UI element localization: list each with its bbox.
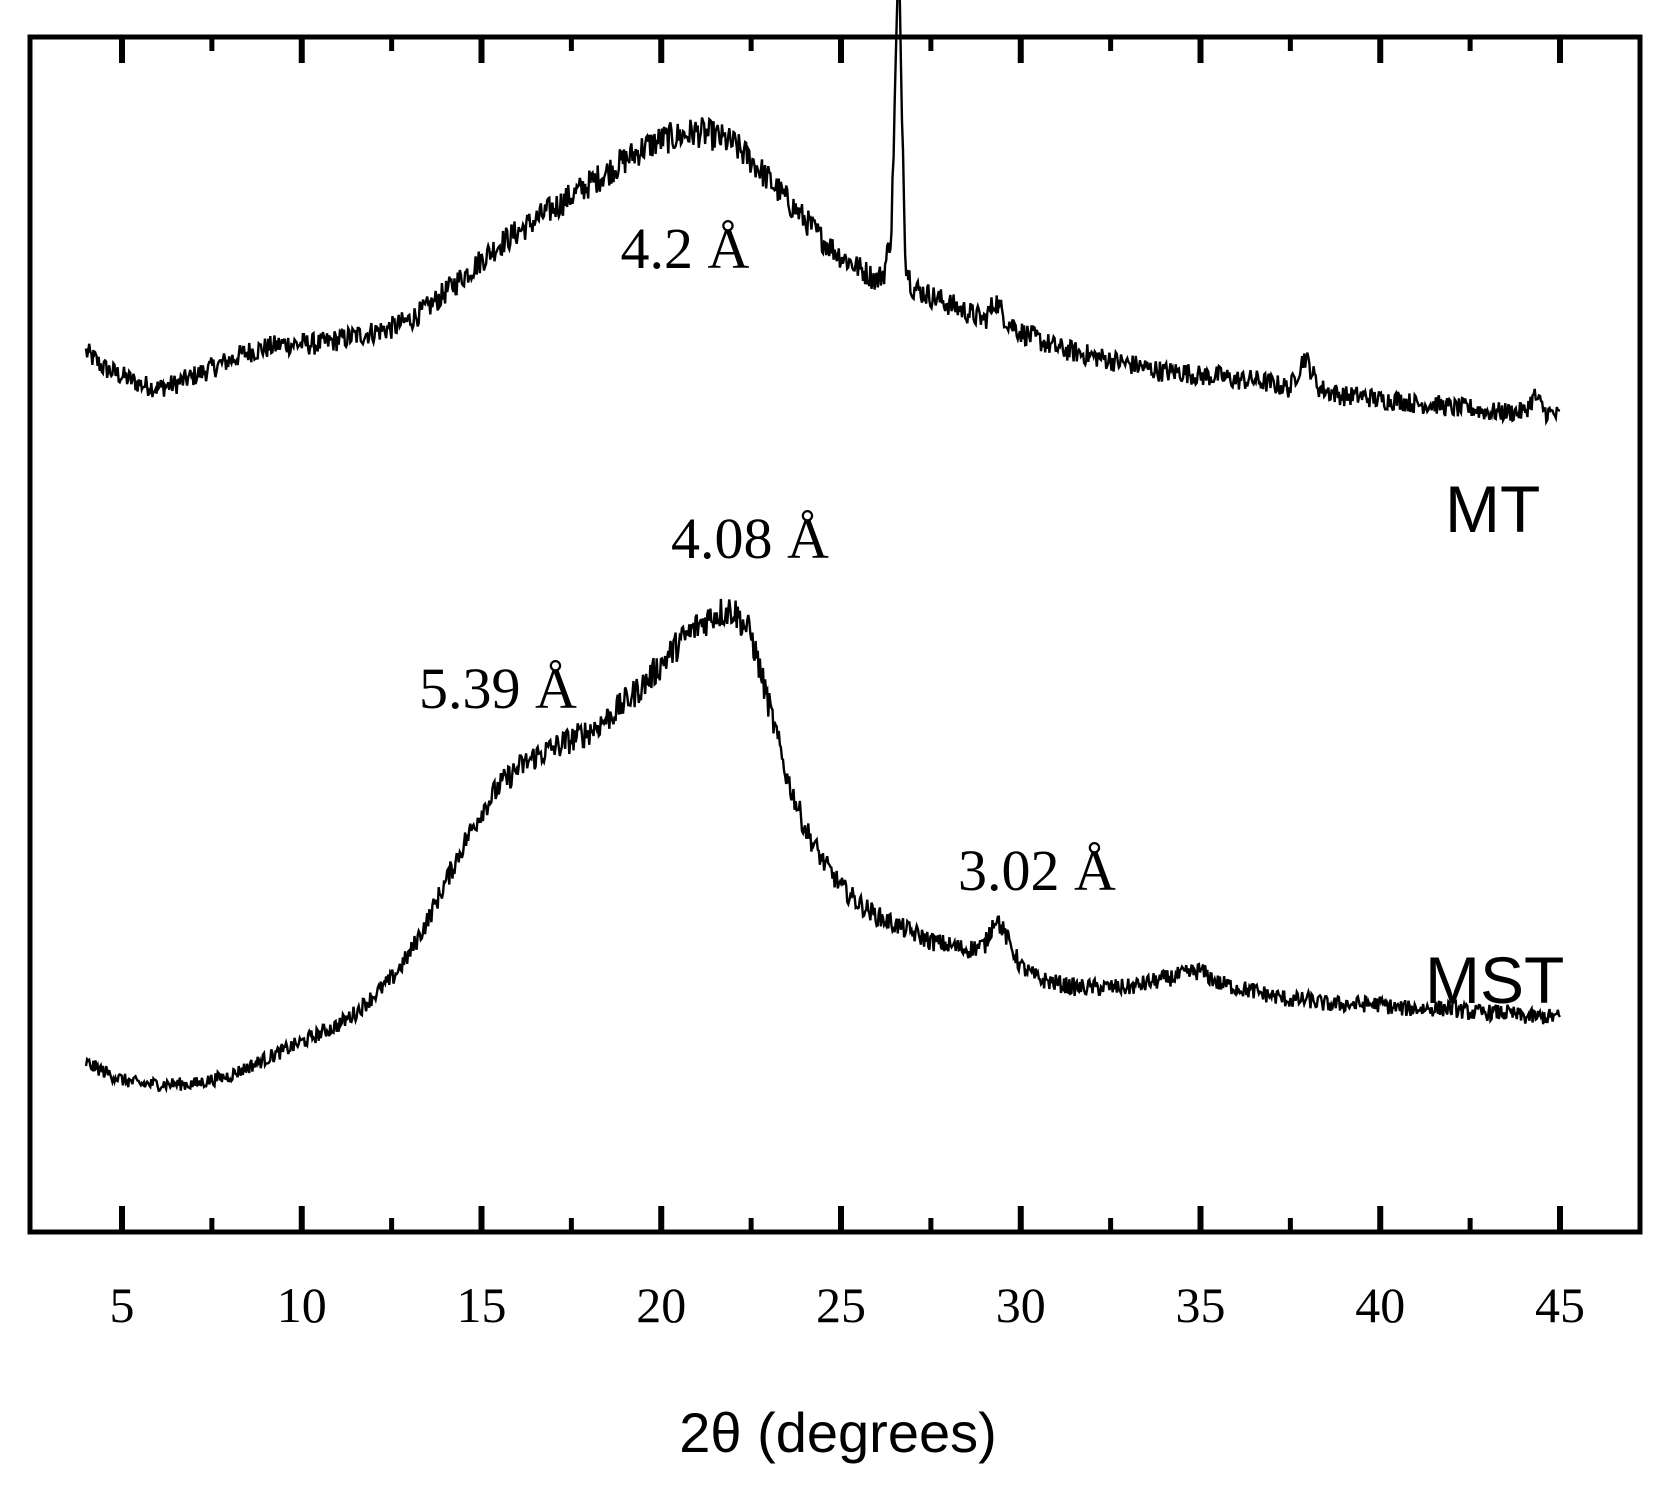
plot-frame: [27, 34, 1643, 1235]
x-tick-label: 5: [110, 1277, 135, 1333]
annotation-mst-4-08: 4.08 Å: [671, 506, 829, 571]
x-tick-label: 15: [457, 1277, 507, 1333]
x-tick-label: 20: [636, 1277, 686, 1333]
annotation-mst-5-39: 5.39 Å: [419, 656, 577, 721]
annotation-mst-3-02: 3.02 Å: [958, 838, 1116, 903]
series-label-mt: MT: [1445, 472, 1540, 546]
x-tick-label: 35: [1176, 1277, 1226, 1333]
x-tick-label: 25: [816, 1277, 866, 1333]
x-tick-labels: 5 10 15 20 25 30 35 40 45: [110, 1277, 1586, 1333]
x-tick-label: 10: [277, 1277, 327, 1333]
series-line-mt: [84, 0, 1561, 426]
data-series: [84, 0, 1562, 1094]
tick-marks: [119, 37, 1563, 1232]
series-line-mst: [84, 598, 1562, 1094]
annotation-mt-4-2: 4.2 Å: [621, 216, 750, 281]
x-axis-title: 2θ (degrees): [679, 1401, 997, 1464]
x-tick-label: 30: [996, 1277, 1046, 1333]
x-tick-label: 45: [1535, 1277, 1585, 1333]
x-tick-label: 40: [1355, 1277, 1405, 1333]
series-label-mst: MST: [1425, 943, 1564, 1017]
